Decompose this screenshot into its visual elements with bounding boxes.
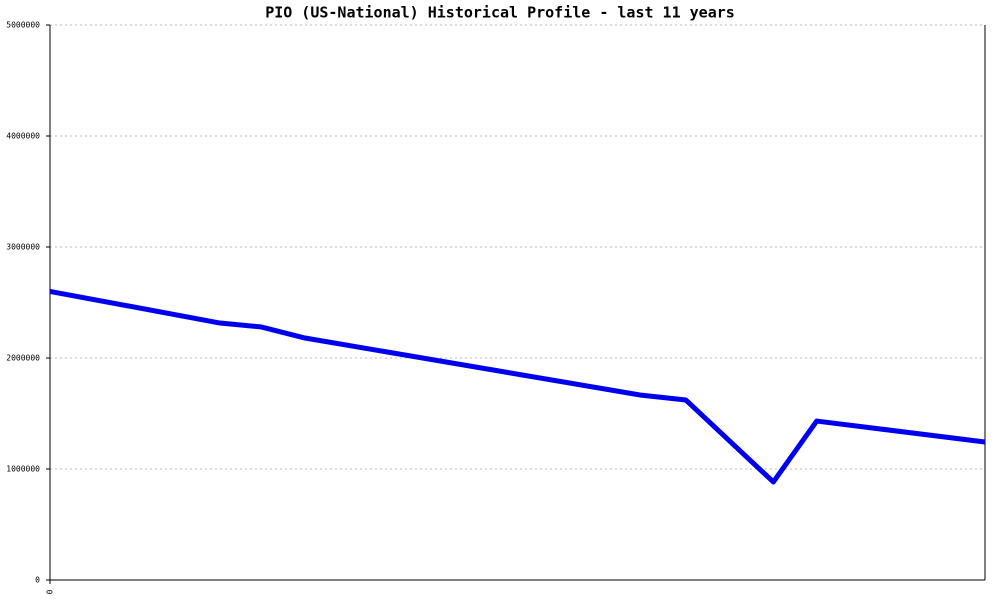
data-line xyxy=(49,288,986,485)
y-tick-label: 2000000 xyxy=(6,354,40,363)
y-tick-label: 1000000 xyxy=(6,465,40,474)
chart-title: PIO (US-National) Historical Profile - l… xyxy=(265,4,735,22)
x-tick-label: 0 xyxy=(46,589,55,594)
y-tick-label: 0 xyxy=(35,576,40,585)
y-tick-label: 3000000 xyxy=(6,243,40,252)
y-tick-label: 4000000 xyxy=(6,132,40,141)
y-tick-label: 5000000 xyxy=(6,21,40,30)
